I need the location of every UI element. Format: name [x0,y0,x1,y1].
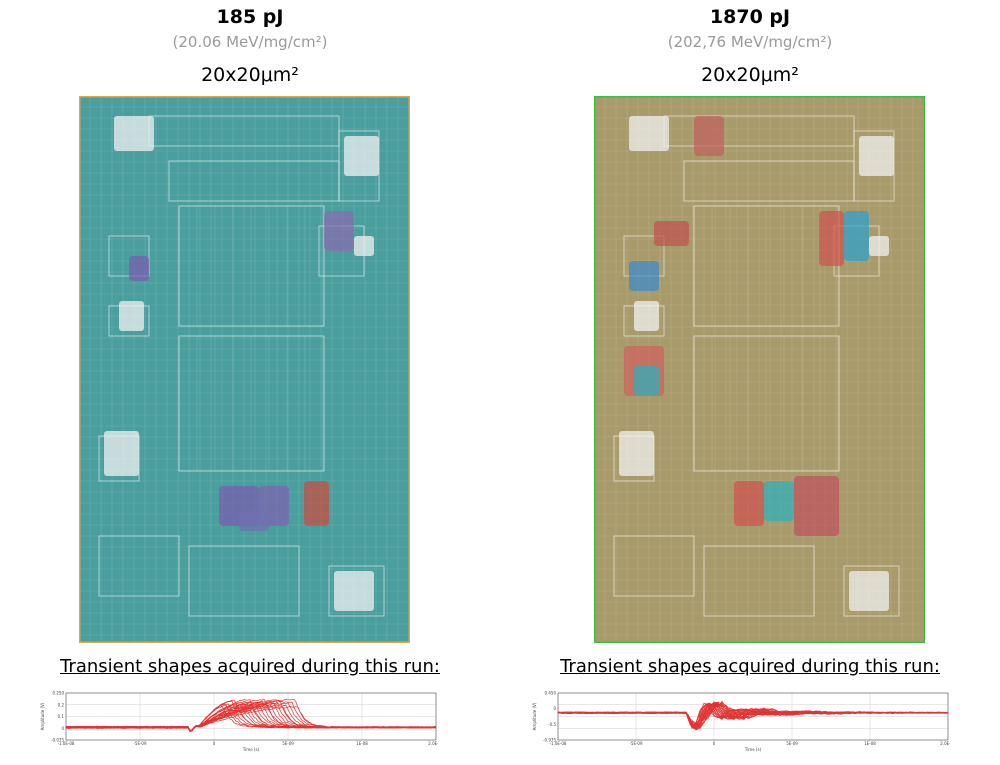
panel-185pj: 185 pJ (20.06 MeV/mg/cm²) 20x20μm² Trans… [38,6,440,752]
die-sensitivity-map [79,96,410,643]
transient-label: Transient shapes acquired during this ru… [60,656,440,677]
y-axis-label: Amplitude (V) [532,702,537,730]
transient-oscilloscope: 0.250 0.2 0.1 0 -0.075 -1.0E-08 -5E-09 0 5E-09 1E… [38,690,438,752]
die-border [79,96,410,643]
y-tick-label: 0.1 [58,714,65,719]
x-tick-label: 0 [213,741,216,746]
scope-background [38,690,438,752]
sensitivity-hotspots [129,211,354,531]
y-tick-label: 0.250 [53,691,65,696]
y-tick-label: -0.5 [548,722,556,727]
y-tick-label: -0.975 [543,738,556,743]
x-tick-label: -5E-09 [133,741,147,746]
x-tick-label: -5E-09 [629,741,643,746]
x-tick-label: 5E-09 [282,741,294,746]
transient-trace [65,706,437,732]
die-border [594,96,925,643]
die-image [79,96,410,643]
y-tick-label: 0 [61,726,64,731]
bond-pads [619,116,894,611]
let-subtitle: (202,76 MeV/mg/cm²) [667,33,833,51]
bond-pads [104,116,379,611]
x-tick-label: 0 [713,741,716,746]
y-tick-label: 0.2 [58,702,65,707]
x-tick-label: -1.0E-08 [550,741,567,746]
scope-frame [65,692,437,741]
panel-1870pj: 1870 pJ (202,76 MeV/mg/cm²) 20x20μm² Tra… [500,0,1000,765]
y-axis-label: Amplitude (V) [40,702,45,730]
scope-frame [557,692,949,741]
memory-array [178,206,324,471]
y-tick-label: -0.075 [51,738,64,743]
x-tick-label: 2.0E-08 [428,741,438,746]
spot-size-label: 20x20μm² [701,64,799,86]
transient-trace [557,700,949,730]
x-tick-label: 1E-08 [864,741,876,746]
transient-oscilloscope: 0.450 0 -0.5 -0.975 -1.0E-08 -5E-09 0 5E-09 1E-0… [530,690,950,752]
x-tick-label: -1.0E-08 [58,741,75,746]
x-tick-label: 5E-09 [786,741,798,746]
x-axis-label: Time (s) [242,747,260,752]
die-image [594,96,925,643]
die-background [79,96,410,643]
scope-background [530,690,950,752]
transient-traces [557,700,949,731]
x-axis-label: Time (s) [744,747,762,752]
sensitivity-hotspots [624,116,869,536]
transient-traces [65,698,437,733]
transient-label: Transient shapes acquired during this ru… [560,656,940,677]
die-sensitivity-map [594,96,925,643]
spot-size-label: 20x20μm² [201,64,299,86]
x-tick-label: 2.0E-08 [940,741,950,746]
let-subtitle: (20.06 MeV/mg/cm²) [172,33,328,51]
y-tick-label: 0 [553,706,556,711]
x-tick-label: 1E-08 [356,741,368,746]
y-tick-label: 0.450 [545,691,557,696]
circuit-blocks [98,115,385,617]
energy-title: 1870 pJ [709,6,791,28]
transient-trace [65,698,437,732]
energy-title: 185 pJ [216,6,284,28]
